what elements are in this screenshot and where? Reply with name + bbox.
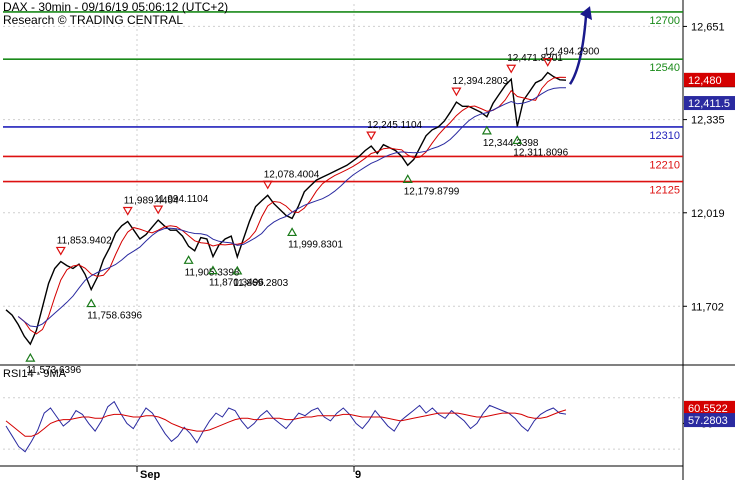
- research-credit: Research © TRADING CENTRAL: [3, 13, 183, 27]
- swing-low-label: 12,344.3398: [483, 138, 539, 149]
- swing-high-marker: [366, 131, 377, 141]
- swing-low-label: 11,870.3496: [209, 278, 264, 289]
- level-label-12700: 12700: [649, 15, 680, 27]
- swing-low-label: 11,999.8301: [288, 239, 343, 250]
- swing-low-marker: [207, 265, 218, 275]
- rsi-line: [5, 400, 567, 453]
- swing-high-marker: [542, 58, 553, 67]
- swing-low-marker: [86, 298, 97, 308]
- level-label-12310: 12310: [649, 130, 680, 142]
- swing-high-marker: [506, 64, 517, 74]
- swing-high-label: 11,853.9402: [57, 235, 112, 246]
- price-tag-box: [684, 72, 735, 87]
- level-label-12210: 12210: [649, 159, 680, 171]
- rsi-panel-title: RSI14 - 9MA: [3, 368, 66, 380]
- swing-low-marker: [183, 255, 194, 264]
- rsi-tag-box: [684, 413, 735, 428]
- swing-high-label: 11,989.4404: [124, 196, 179, 207]
- swing-high-label: 12,494.2900: [544, 47, 600, 58]
- chart-title: DAX - 30min - 09/16/19 05:06:12 (UTC+2): [3, 0, 229, 14]
- price-tick-label: 12,019: [691, 208, 725, 220]
- rsi-ma-line: [5, 409, 567, 437]
- swing-high-label: 11,994.1104: [154, 194, 209, 205]
- swing-high-marker: [122, 206, 133, 216]
- price-tick-label: 11,702: [691, 301, 724, 313]
- projection-arrow-shaft: [568, 15, 588, 85]
- swing-low-label: 11,758.6396: [87, 311, 142, 322]
- swing-low-marker: [232, 265, 243, 275]
- rsi-tag-label: 57.2803: [688, 415, 728, 427]
- swing-high-label: 12,471.8301: [507, 53, 563, 64]
- swing-high-label: 12,078.4004: [264, 169, 320, 180]
- swing-low-label: 11,905.3398: [185, 267, 240, 278]
- slow-moving-average-line: [17, 87, 567, 328]
- swing-low-marker: [512, 135, 523, 145]
- price-tick-label: 12,651: [691, 21, 725, 33]
- swing-low-marker: [481, 125, 492, 135]
- swing-low-marker: [25, 352, 36, 362]
- level-label-12540: 12540: [649, 62, 680, 74]
- swing-low-label: 11,573.6396: [26, 365, 81, 376]
- swing-low-label: 12,311.8096: [513, 147, 568, 158]
- price-tick-label: 12,335: [691, 115, 725, 127]
- swing-high-label: 12,394.2803: [452, 76, 508, 87]
- time-tick-label: Sep: [140, 469, 160, 480]
- swing-high-marker: [262, 180, 273, 190]
- swing-high-marker: [451, 87, 462, 97]
- rsi-tag-box: [684, 400, 735, 415]
- price-tag-label: 12,411.5: [688, 98, 730, 110]
- projection-arrow-head: [580, 6, 592, 21]
- rsi-tag-label: 60.5522: [688, 403, 728, 415]
- price-tag-label: 12,480: [688, 75, 722, 87]
- level-label-12125: 12125: [649, 185, 680, 197]
- swing-high-marker: [55, 246, 66, 256]
- swing-low-label: 11,869.2803: [233, 278, 288, 289]
- price-tag-box: [684, 96, 735, 111]
- swing-high-label: 12,245.1104: [367, 120, 422, 131]
- time-tick-label: 9: [355, 469, 361, 480]
- swing-low-label: 12,179.8799: [404, 186, 460, 197]
- swing-high-marker: [153, 205, 164, 215]
- swing-low-marker: [287, 227, 298, 237]
- swing-low-marker: [402, 174, 413, 183]
- fast-moving-average-line: [17, 76, 567, 335]
